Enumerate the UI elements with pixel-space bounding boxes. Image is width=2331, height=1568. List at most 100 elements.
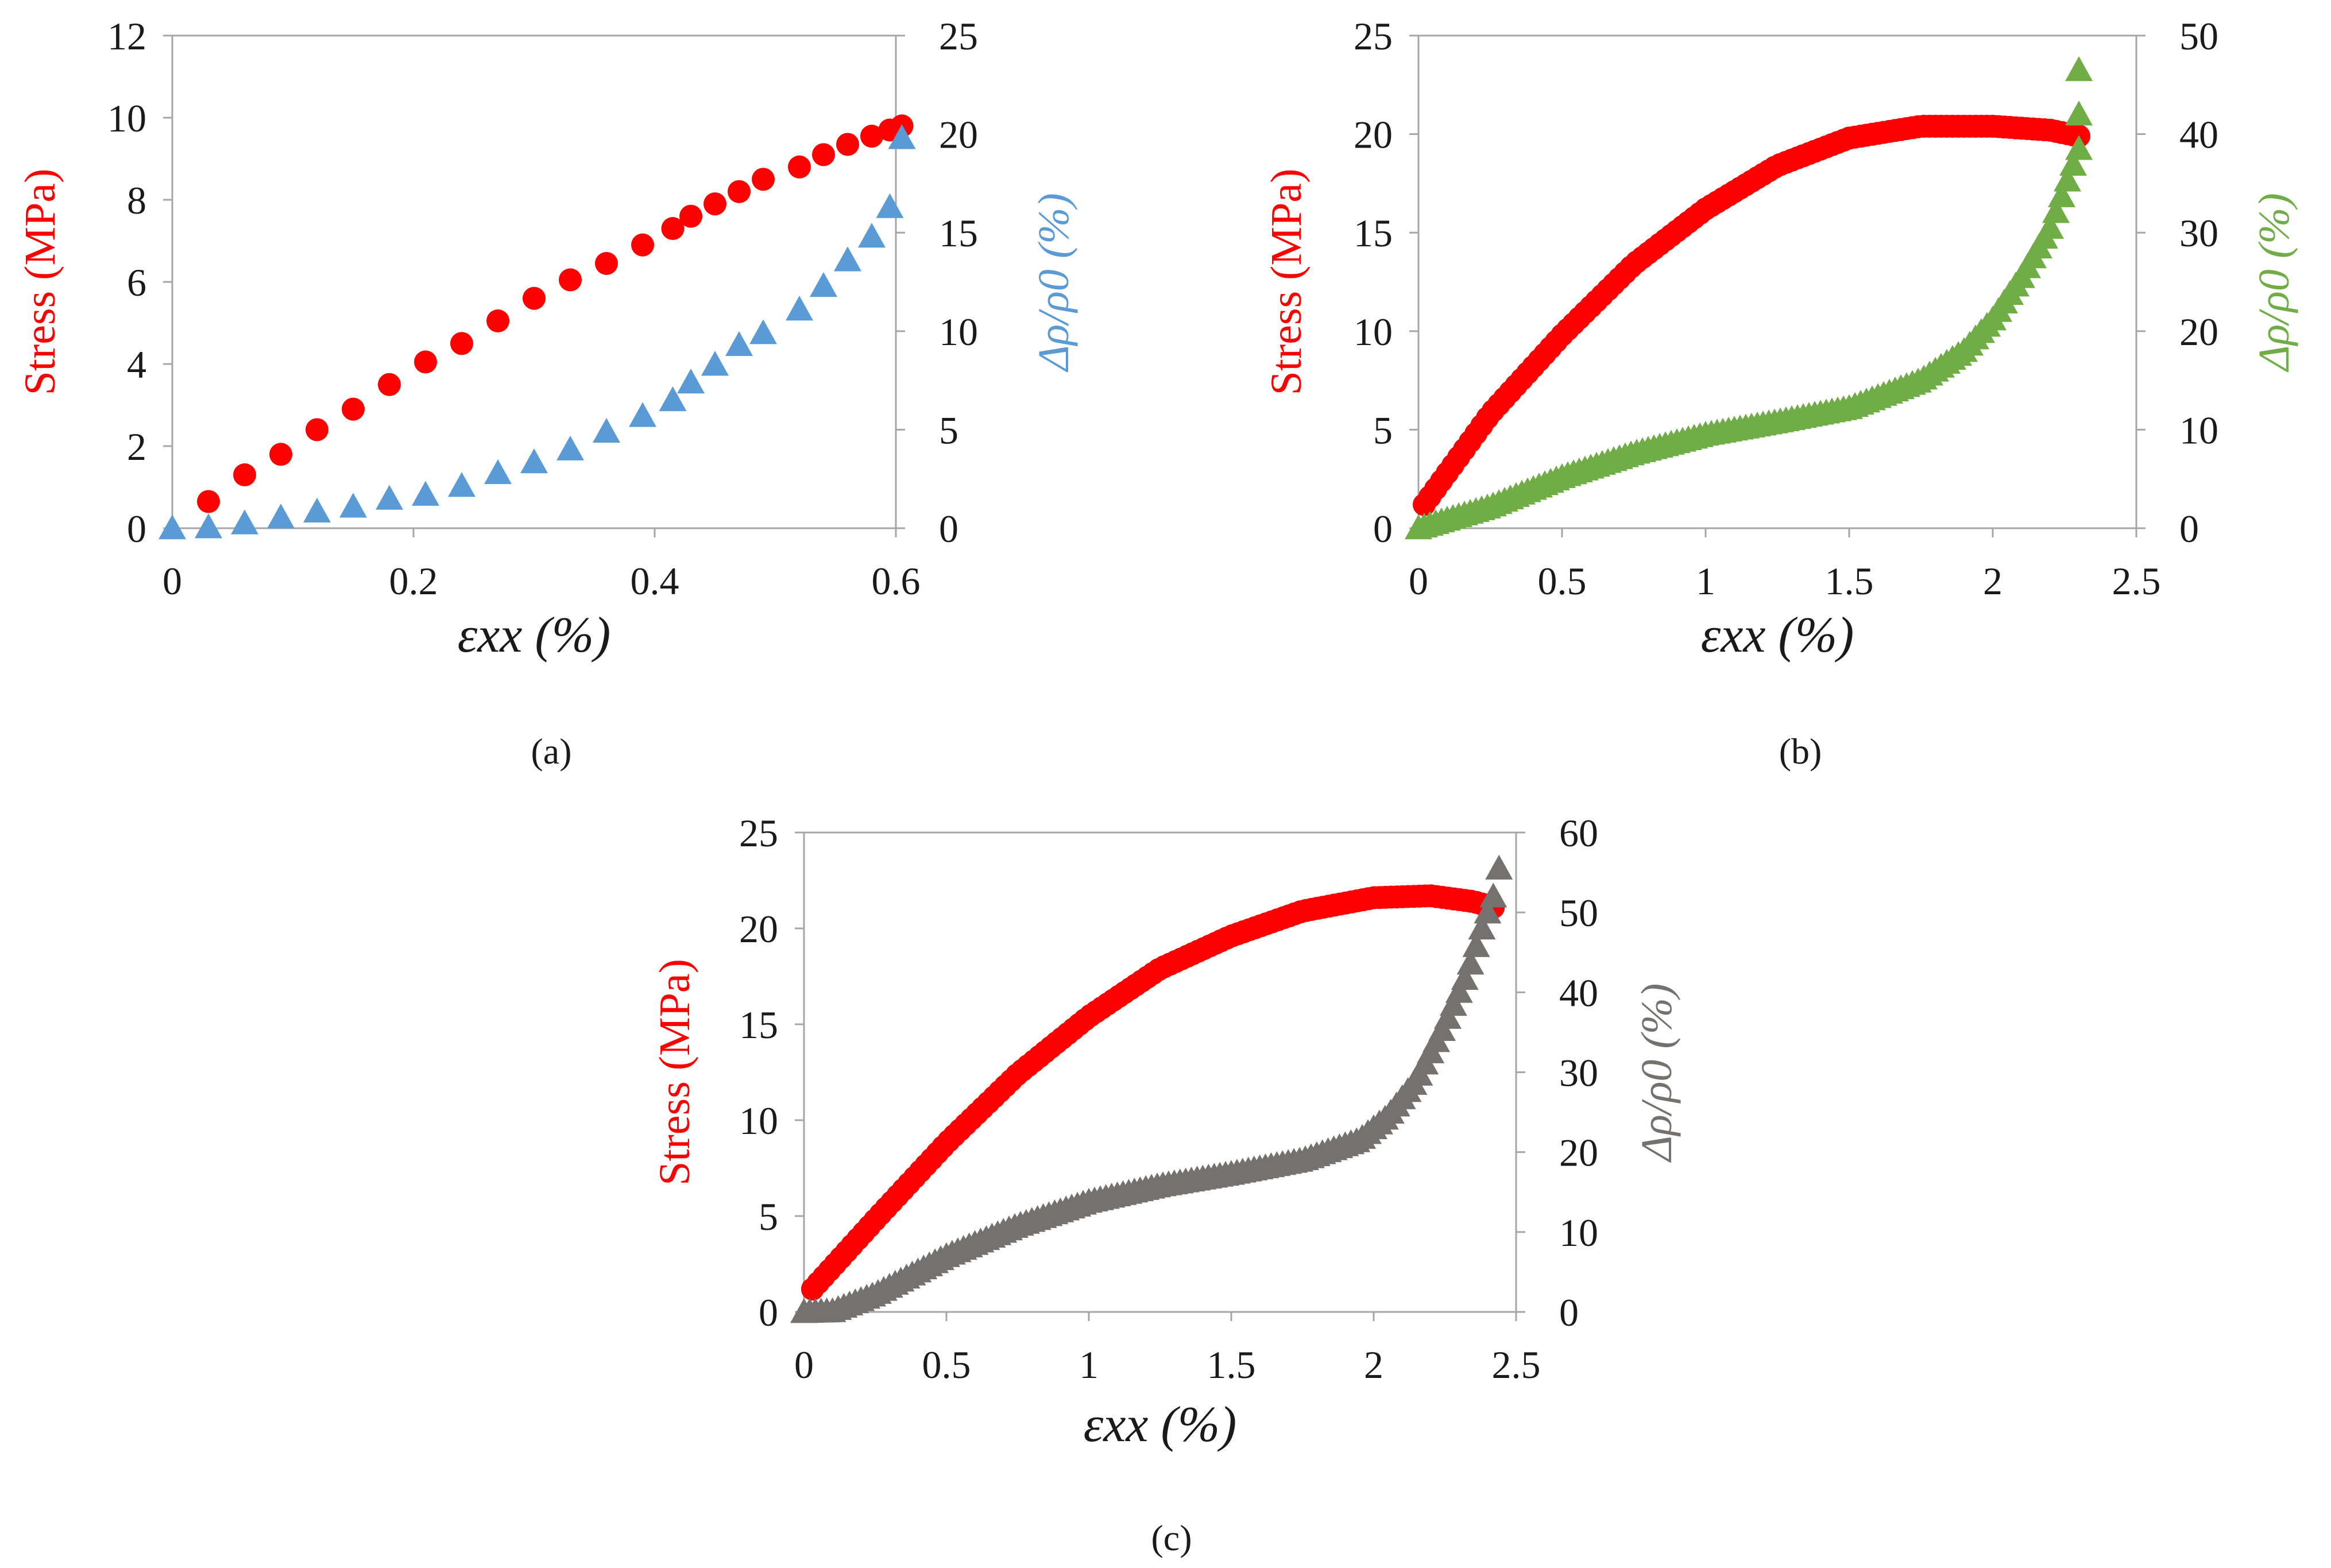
y-right-tick-label: 20	[939, 113, 978, 157]
data-point-triangle	[448, 472, 476, 497]
data-point-triangle	[888, 124, 916, 149]
y-left-tick-label: 20	[1354, 113, 1393, 157]
data-point-triangle	[1485, 854, 1513, 880]
data-point-triangle	[593, 417, 620, 443]
data-point-triangle	[677, 369, 705, 394]
data-point-circle	[631, 233, 654, 257]
y-right-tick-label: 25	[939, 14, 978, 58]
y-left-tick-label: 0	[1373, 507, 1393, 551]
data-point-triangle	[701, 351, 729, 376]
data-point-triangle	[2059, 150, 2087, 176]
y-right-tick-label: 10	[939, 310, 978, 354]
data-point-triangle	[412, 481, 439, 506]
data-point-triangle	[1456, 950, 1485, 975]
data-point-triangle	[1462, 932, 1490, 957]
data-point-circle	[679, 204, 702, 228]
data-point-triangle	[2042, 198, 2070, 223]
plot-frame	[1417, 34, 2137, 529]
data-point-triangle	[2065, 100, 2093, 126]
data-point-triangle	[2054, 167, 2081, 192]
y-left-tick-label: 12	[107, 14, 146, 58]
y-left-tick-label: 4	[127, 343, 146, 386]
data-point-triangle	[659, 386, 687, 412]
y-left-tick-label: 8	[127, 179, 146, 222]
data-point-triangle	[339, 493, 367, 518]
data-point-triangle	[1439, 991, 1467, 1016]
y-right-tick-label: 10	[2179, 408, 2218, 452]
data-point-triangle	[484, 459, 512, 485]
data-point-circle	[486, 309, 509, 332]
chart-panel-b: 0 0.5 1 1.5 2 2.5 0 5 10 15 20 25 0 10 20 30 40 50 εxx (%)…	[1262, 14, 2298, 772]
y-left-tick-label: 6	[127, 261, 146, 304]
x-tick-label: 2	[1983, 559, 2003, 603]
x-tick-label: 0.5	[1538, 559, 1587, 603]
x-tick-label: 1	[1079, 1343, 1099, 1387]
panel-label: (c)	[1151, 1517, 1192, 1558]
data-point-triangle	[629, 402, 656, 427]
data-point-circle	[306, 418, 328, 442]
data-point-triangle	[876, 193, 904, 218]
y-right-tick-label: 30	[1559, 1051, 1598, 1095]
x-tick-label: 1	[1696, 559, 1715, 603]
data-point-circle	[559, 268, 582, 292]
data-point-circle	[752, 168, 775, 191]
data-point-circle	[450, 332, 473, 355]
data-point-triangle	[749, 319, 777, 344]
y-right-tick-label: 40	[2179, 113, 2218, 157]
y-right-tick-label: 40	[1559, 971, 1598, 1015]
data-point-triangle	[834, 246, 861, 272]
data-point-triangle	[1451, 965, 1479, 990]
data-point-circle	[788, 155, 811, 179]
series-resistance	[159, 124, 916, 540]
data-point-triangle	[2065, 56, 2093, 82]
y-left-tick-label: 0	[759, 1291, 778, 1334]
x-tick-label: 1.5	[1825, 559, 1874, 603]
x-tick-label: 0.5	[922, 1343, 971, 1387]
y-right-tick-label: 15	[939, 211, 978, 255]
data-point-triangle	[810, 272, 837, 297]
data-point-triangle	[556, 435, 584, 460]
data-point-triangle	[1474, 899, 1502, 924]
data-point-circle	[661, 217, 685, 241]
panel-label: (a)	[531, 731, 571, 772]
data-point-circle	[233, 463, 256, 487]
data-point-circle	[728, 180, 751, 203]
data-point-triangle	[376, 485, 403, 510]
data-point-circle	[703, 192, 726, 216]
data-point-triangle	[1433, 1004, 1462, 1029]
data-point-triangle	[786, 296, 813, 321]
y-right-tick-label: 0	[1559, 1291, 1579, 1334]
x-tick-label: 0	[1409, 559, 1428, 603]
panel-label: (b)	[1779, 731, 1822, 772]
data-point-triangle	[267, 504, 295, 529]
data-point-circle	[378, 373, 401, 396]
x-axis-title: εxx (%)	[1084, 1397, 1237, 1453]
data-point-triangle	[1479, 882, 1507, 908]
x-tick-label: 0.6	[872, 559, 921, 603]
y-left-tick-label: 2	[127, 425, 146, 469]
y-left-tick-label: 20	[739, 907, 778, 951]
y-right-tick-label: 20	[2179, 310, 2218, 354]
y-left-tick-label: 5	[1373, 408, 1393, 452]
y-left-tick-label: 10	[107, 96, 146, 140]
x-axis-title: εxx (%)	[1701, 607, 1854, 663]
y-left-tick-label: 15	[1354, 211, 1393, 255]
y-left-tick-label: 5	[759, 1195, 778, 1238]
y-left-tick-label: 10	[739, 1099, 778, 1143]
series-resistance	[790, 854, 1513, 1323]
y-right-axis-title: Δρ/ρ0 (%)	[2250, 193, 2298, 373]
y-left-axis-title: Stress (MPa)	[651, 959, 699, 1186]
y-right-axis-title: Δρ/ρ0 (%)	[1030, 193, 1078, 373]
y-left-tick-label: 0	[127, 507, 146, 551]
data-point-circle	[860, 125, 883, 148]
data-point-triangle	[725, 331, 753, 357]
data-point-triangle	[2065, 135, 2093, 160]
y-left-axis-title: Stress (MPa)	[16, 169, 64, 396]
data-point-triangle	[2036, 214, 2064, 239]
y-right-tick-label: 50	[2179, 14, 2218, 58]
y-left-tick-label: 25	[1354, 14, 1393, 58]
y-right-tick-label: 10	[1559, 1211, 1598, 1255]
y-right-tick-label: 5	[939, 408, 958, 452]
